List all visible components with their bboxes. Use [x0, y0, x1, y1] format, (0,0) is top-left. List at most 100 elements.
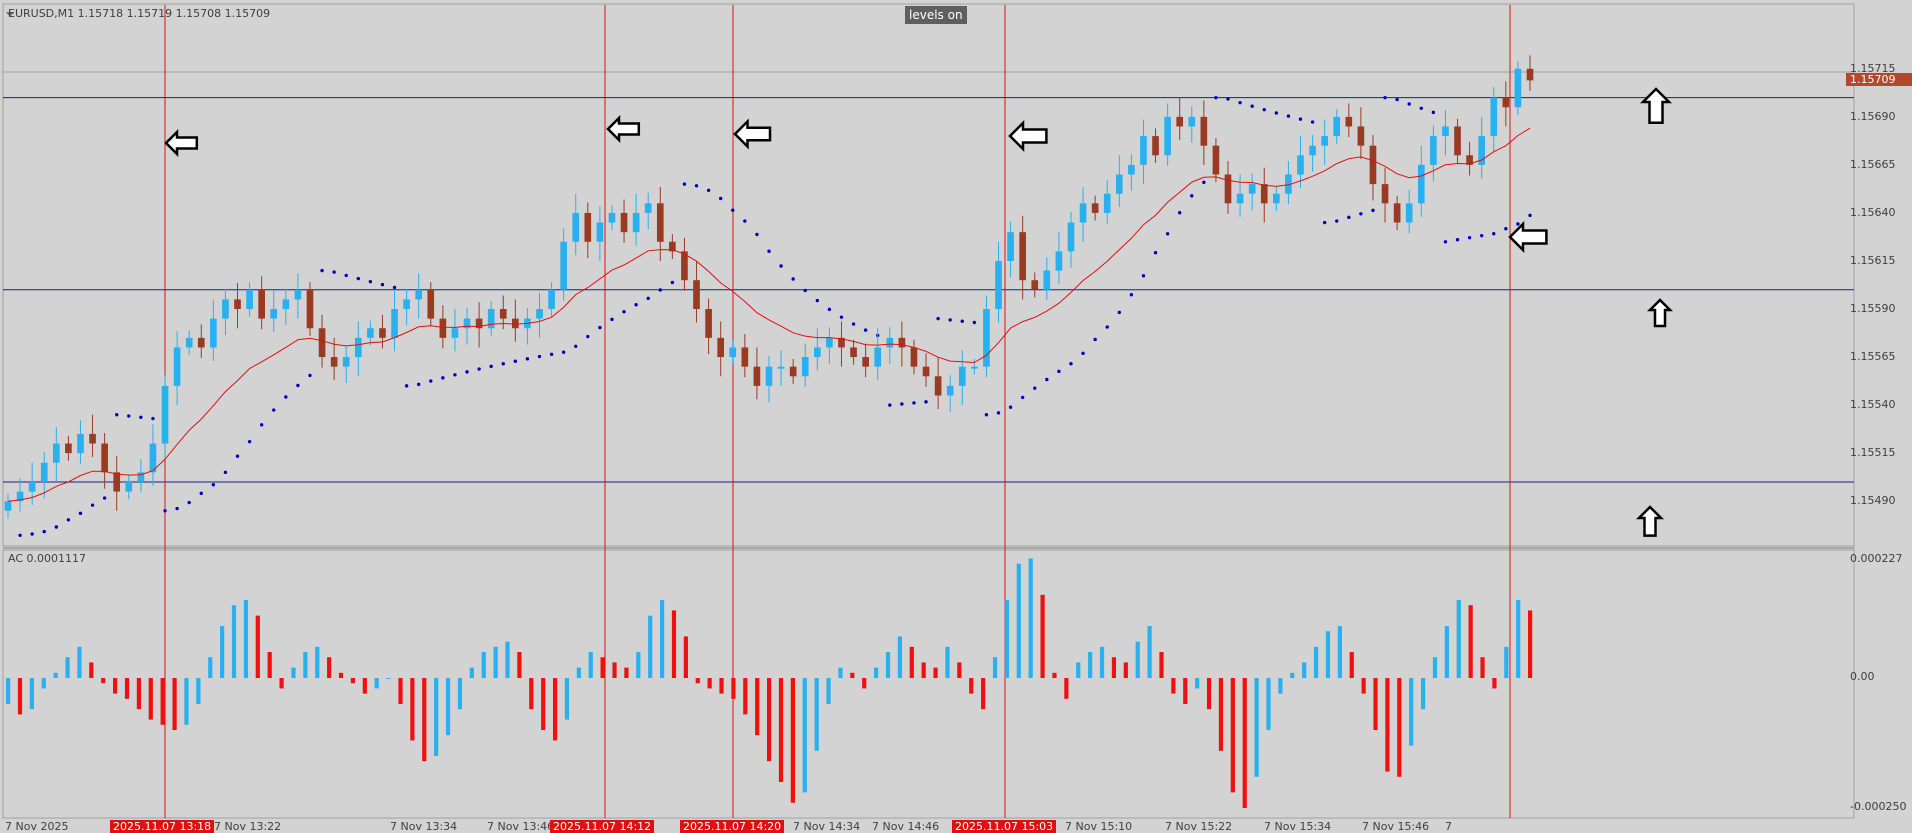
ac-bar [457, 678, 463, 710]
ac-bar [767, 678, 772, 762]
psar-dot [368, 279, 373, 284]
ac-bar [1397, 678, 1402, 777]
ac-bar [362, 678, 367, 694]
time-tick-label: 7 Nov 13:34 [390, 820, 458, 833]
candle-body [1091, 203, 1099, 213]
candle-body [451, 328, 459, 338]
marker-time-label: 2025.11.07 14:20 [680, 820, 785, 833]
candle-body [874, 347, 882, 367]
psar-dot [1226, 97, 1230, 101]
candle-body [318, 328, 326, 358]
psar-dot [1214, 95, 1218, 100]
ac-bar [945, 646, 950, 679]
psar-dot [900, 402, 904, 406]
ac-bar [1420, 678, 1426, 710]
candle-body [101, 443, 108, 473]
ac-bar [1230, 678, 1235, 793]
ac-bar [1088, 652, 1093, 679]
candle-body [222, 299, 229, 319]
psar-dot [332, 270, 336, 274]
price-tick-label: 1.15690 [1850, 109, 1896, 123]
candle-body [1079, 203, 1087, 223]
psar-dot [1347, 215, 1351, 220]
parabolic-sar [18, 95, 1532, 538]
psar-dot [755, 232, 759, 237]
ac-bar [671, 610, 677, 679]
ac-bar [743, 678, 748, 715]
candle-body [826, 337, 833, 348]
candle-body [391, 309, 398, 338]
ac-bar [350, 678, 356, 684]
psar-dot [972, 320, 977, 325]
candle-body [125, 481, 133, 492]
price-tick-label: 1.15615 [1850, 253, 1896, 267]
marker-time-label: 2025.11.07 14:12 [550, 820, 655, 833]
candle-body [1454, 126, 1461, 156]
ac-bar [874, 667, 879, 679]
candle-body [705, 309, 712, 338]
psar-dot [948, 318, 952, 322]
ac-bar [541, 678, 546, 731]
psar-dot [259, 423, 264, 427]
ac-bar [1456, 600, 1461, 679]
candle-body [1140, 136, 1147, 165]
ac-bar [1492, 678, 1497, 689]
ac-bar [1337, 626, 1342, 679]
psar-dot [247, 439, 252, 444]
ac-bar [65, 657, 70, 679]
candle-body [1502, 97, 1510, 108]
psar-dot [1516, 222, 1520, 226]
ac-bar [600, 657, 605, 679]
psar-dot [574, 344, 578, 348]
psar-dot [139, 415, 143, 419]
psar-dot [30, 532, 34, 536]
psar-dot [1033, 386, 1037, 390]
ac-bar [184, 678, 189, 725]
psar-dot [1190, 194, 1194, 198]
levels-toggle-button[interactable]: levels on [905, 6, 967, 24]
ac-bar [778, 678, 784, 783]
candle-body [536, 309, 543, 319]
psar-dot [356, 276, 361, 281]
psar-dot [586, 334, 590, 339]
psar-dot [1383, 95, 1387, 100]
candle-body [1381, 184, 1389, 204]
ac-bar [1171, 678, 1176, 694]
ac-bar [160, 678, 165, 725]
ac-bar [196, 678, 201, 705]
candle-body [777, 366, 785, 369]
candle-body [644, 203, 652, 213]
psar-dot [658, 288, 662, 292]
candle-body [1248, 184, 1256, 194]
candle-body [1333, 116, 1341, 137]
up-arrow-icon [1639, 87, 1673, 125]
ac-bar [1004, 600, 1010, 679]
ac-bar [802, 678, 807, 793]
candle-body [77, 433, 84, 454]
ac-bar [1016, 563, 1021, 679]
ac-bar [992, 657, 998, 679]
ac-bar [1254, 678, 1259, 777]
ac-bar [588, 652, 593, 679]
ac-bar [53, 672, 58, 679]
psar-dot [912, 401, 916, 405]
candle-body [608, 212, 616, 223]
left-arrow-icon [1508, 220, 1548, 254]
psar-dot [815, 298, 820, 303]
chart-menu-icon[interactable] [6, 12, 14, 17]
psar-dot [1492, 232, 1496, 236]
candle-body [16, 491, 24, 502]
psar-dot [344, 273, 348, 278]
time-tick-label: 7 Nov 15:46 [1362, 820, 1430, 833]
candle-body [1430, 136, 1437, 165]
psar-dot [718, 196, 723, 201]
ac-bar [517, 652, 522, 679]
candle-body [958, 366, 966, 386]
candle-body [813, 347, 821, 358]
candle-body [1285, 174, 1292, 194]
ac-bar [29, 678, 34, 710]
psar-dot [453, 373, 457, 377]
psar-dot [1298, 117, 1303, 121]
psar-dot [127, 414, 131, 418]
